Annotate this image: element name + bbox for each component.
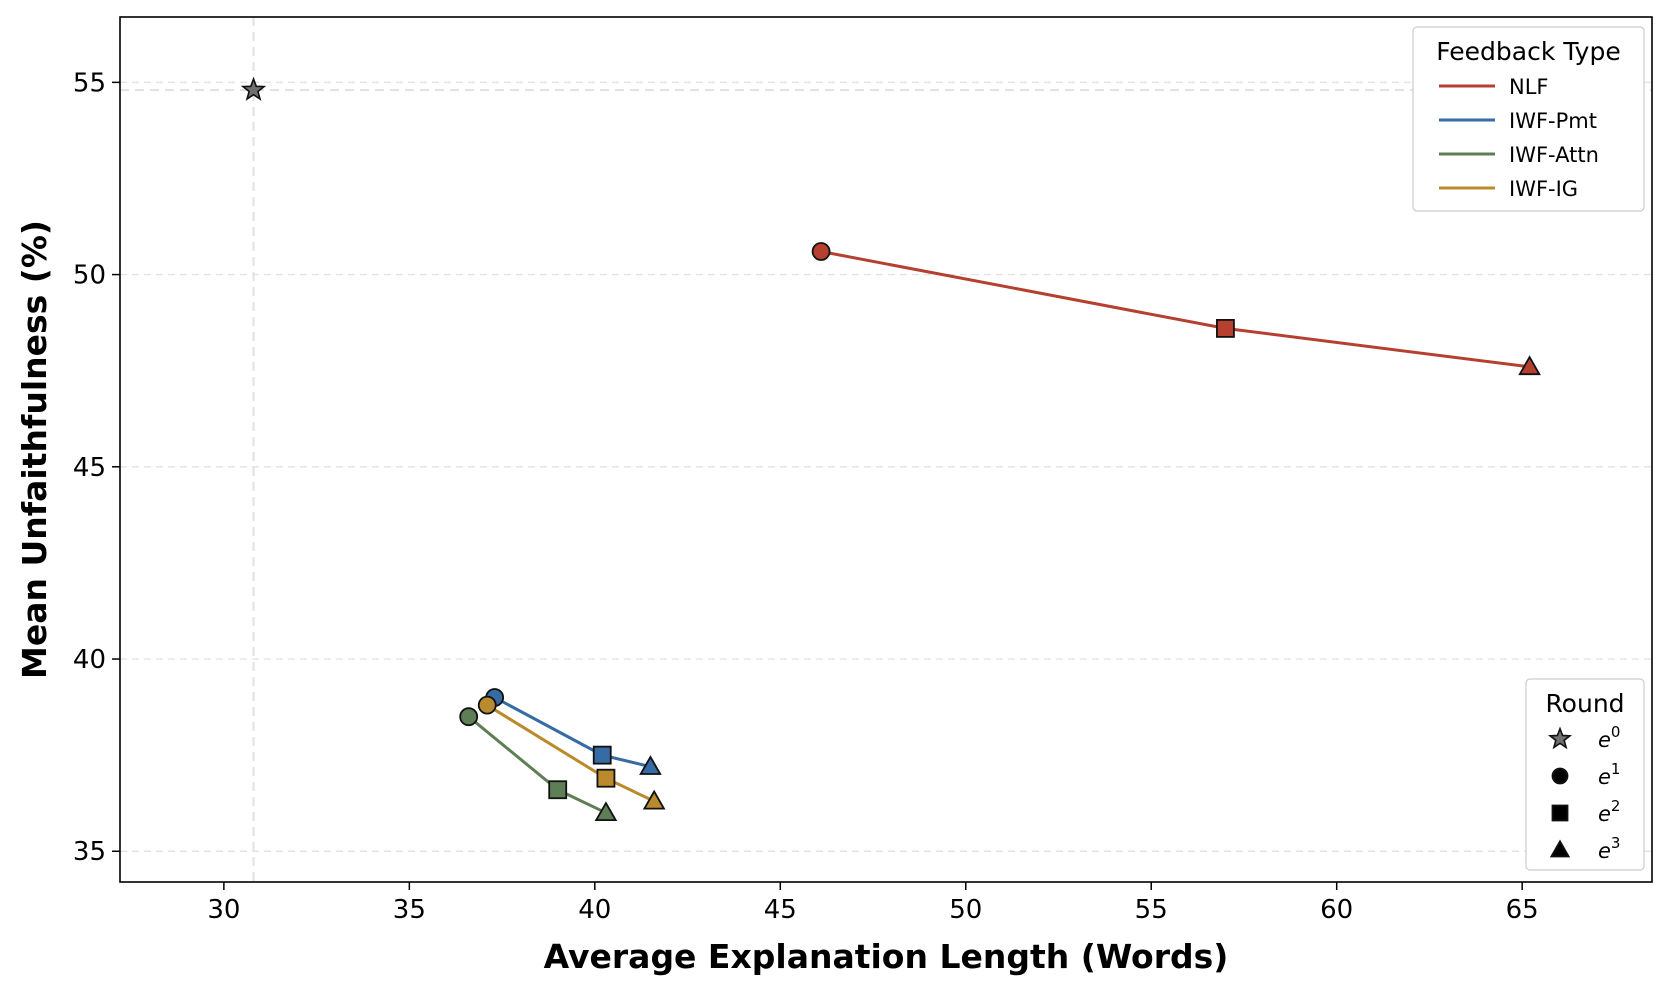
point-iwf-attn-e1 [459, 707, 479, 727]
legend-marker-triangle [1549, 839, 1571, 858]
x-tick-label-40: 40 [578, 895, 611, 925]
y-tick-label-50: 50 [73, 261, 106, 291]
y-tick-label-40: 40 [73, 645, 106, 675]
grid-lines [120, 81, 1652, 852]
x-axis-title: Average Explanation Length (Words) [544, 937, 1229, 976]
legend-marker-circle [1551, 767, 1569, 785]
point-iwf-ig-e3 [642, 789, 666, 810]
x-tick-label-50: 50 [949, 895, 982, 925]
legend-round-frame [1525, 678, 1645, 871]
x-tick-label-30: 30 [207, 895, 240, 925]
y-tick-label-45: 45 [73, 453, 106, 483]
y-axis-title: Mean Unfaithfulness (%) [15, 220, 54, 679]
legend-round-title: Round [1545, 689, 1624, 718]
legend-label-sup-3: 3 [1611, 834, 1621, 852]
point-baseline-e0 [240, 76, 267, 101]
series-line-nlf [820, 250, 1530, 369]
legend-label-iwf-ig: IWF-IG [1509, 177, 1578, 201]
point-nlf-e3 [1518, 355, 1541, 376]
legend-marker-star [1547, 726, 1573, 750]
y-tick-label-55: 55 [73, 68, 106, 98]
x-tick-label-45: 45 [764, 895, 797, 925]
legend-label-sup-2: 2 [1611, 797, 1621, 815]
point-iwf-attn-e2 [548, 780, 568, 800]
data-markers [240, 76, 1541, 822]
point-iwf-pmt-e3 [639, 755, 662, 775]
point-iwf-ig-e1 [477, 695, 497, 715]
x-axis-ticks: 30 35 40 45 50 55 60 65 [207, 882, 1539, 925]
series-lines [467, 250, 1530, 815]
legend-marker-square [1551, 804, 1569, 822]
point-nlf-e2 [1216, 318, 1235, 338]
baseline-reference-lines [120, 17, 1652, 882]
legend-label-iwf-pmt: IWF-Pmt [1509, 109, 1597, 133]
legend-label-sup-0: 0 [1611, 723, 1621, 741]
plot-area-frame [119, 16, 1653, 883]
legend-label-sup-1: 1 [1611, 760, 1621, 778]
legend-label-iwf-attn: IWF-Attn [1509, 143, 1599, 167]
point-iwf-ig-e2 [596, 768, 616, 788]
point-iwf-pmt-e2 [592, 745, 612, 765]
y-axis-ticks: 35 40 45 50 55 [73, 68, 120, 867]
legend-feedback-frame [1412, 26, 1645, 212]
legend-feedback-title: Feedback Type [1436, 37, 1620, 66]
x-tick-label-60: 60 [1320, 895, 1353, 925]
legend-feedback-entries: NLF IWF-Pmt IWF-Attn IWF-IG [1439, 75, 1599, 201]
x-tick-label-55: 55 [1135, 895, 1168, 925]
point-iwf-attn-e3 [594, 801, 618, 822]
legend-feedback-type: Feedback Type NLF IWF-Pmt IWF-Attn IWF-IG [1412, 26, 1645, 212]
x-tick-label-65: 65 [1506, 895, 1539, 925]
legend-label-nlf: NLF [1509, 75, 1549, 99]
y-tick-label-35: 35 [73, 837, 106, 867]
x-tick-label-35: 35 [393, 895, 426, 925]
point-nlf-e1 [811, 242, 831, 261]
